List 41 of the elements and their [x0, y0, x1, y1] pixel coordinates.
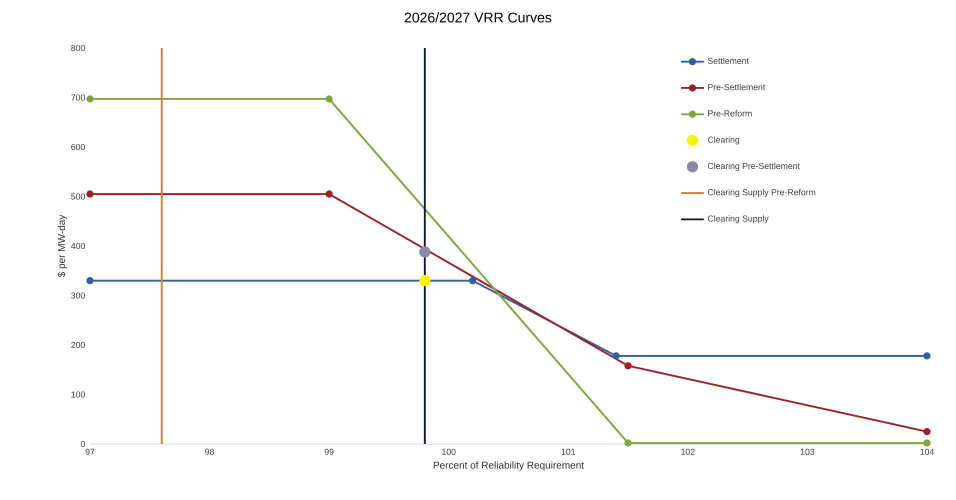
legend-label: Clearing Supply — [708, 215, 769, 224]
chart-title: 2026/2027 VRR Curves — [404, 12, 552, 22]
point — [326, 95, 333, 103]
point — [624, 439, 632, 447]
point — [86, 95, 94, 103]
x-axis-title: Percent of Reliability Requirement — [434, 461, 584, 471]
x-tick-label: 100 — [442, 448, 456, 455]
legend-label: Pre-Reform — [708, 110, 752, 116]
y-tick-label: 100 — [72, 391, 85, 398]
x-tick-label: 102 — [681, 448, 695, 455]
legend-label: Clearing Pre-Settlement — [708, 162, 800, 171]
legend-label: Clearing — [708, 136, 740, 144]
y-tick-label: 400 — [71, 242, 85, 250]
legend-label: Settlement — [708, 58, 749, 64]
legend-label: Pre-Settlement — [708, 84, 766, 90]
x-tick-label: 97 — [86, 448, 94, 455]
point — [86, 190, 94, 198]
point — [86, 277, 94, 284]
x-tick-label: 101 — [562, 448, 576, 455]
y-axis-title: $ per MW-day — [58, 214, 68, 278]
y-tick-label: 200 — [71, 342, 85, 348]
y-tick-label: 700 — [71, 94, 85, 101]
x-tick-label: 104 — [920, 448, 934, 455]
point — [612, 352, 620, 360]
point — [923, 439, 931, 447]
x-tick-label: 99 — [324, 448, 334, 455]
y-tick-label: 300 — [71, 292, 85, 299]
point — [923, 352, 931, 360]
x-tick-label: 103 — [800, 448, 814, 455]
y-tick-label: 0 — [80, 440, 85, 448]
y-tick-label: 800 — [71, 44, 85, 52]
legend-label: Clearing Supply Pre-Reform — [708, 188, 816, 198]
point — [624, 362, 632, 370]
point — [326, 190, 333, 198]
point — [923, 428, 931, 436]
y-tick-label: 600 — [71, 144, 85, 150]
point — [419, 275, 430, 286]
point — [419, 246, 430, 258]
y-tick-label: 500 — [71, 193, 85, 200]
x-tick-label: 98 — [205, 448, 214, 455]
point — [469, 277, 476, 284]
